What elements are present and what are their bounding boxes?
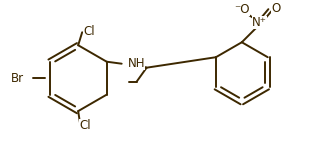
- Text: O: O: [271, 2, 280, 15]
- Text: Cl: Cl: [80, 119, 91, 132]
- Text: Br: Br: [11, 72, 24, 85]
- Text: Cl: Cl: [83, 25, 95, 38]
- Text: ⁻O: ⁻O: [234, 3, 250, 16]
- Text: NH: NH: [128, 57, 145, 70]
- Text: N⁺: N⁺: [252, 16, 267, 29]
